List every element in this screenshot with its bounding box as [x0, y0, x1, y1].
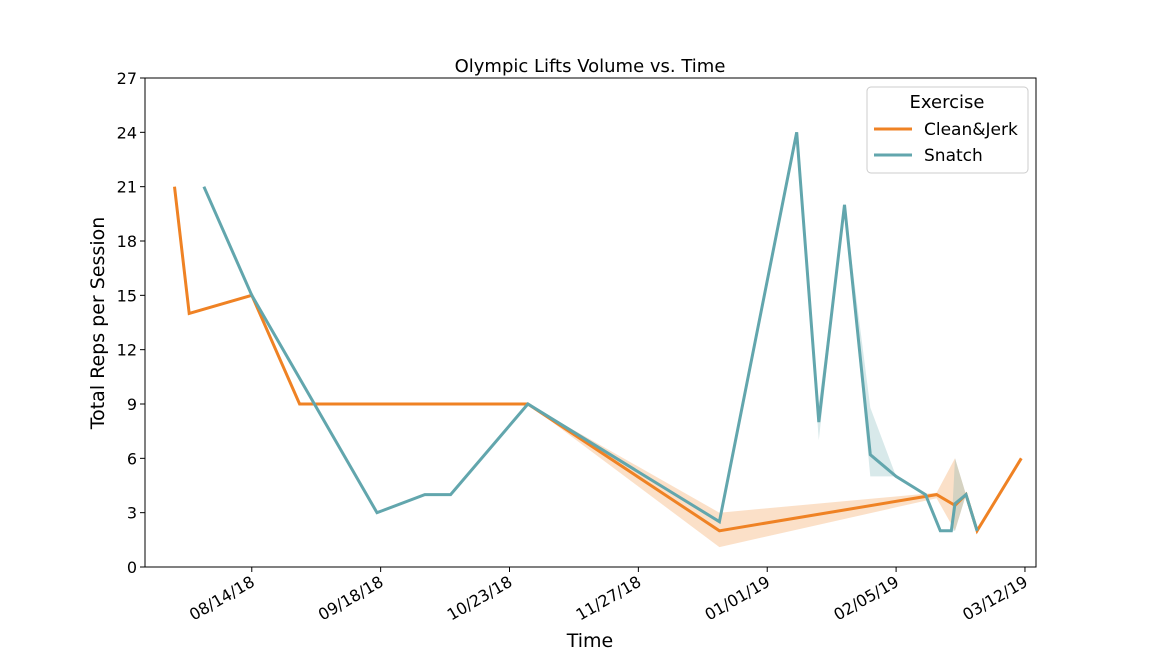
y-tick-label: 12	[117, 341, 137, 360]
plot-frame	[144, 77, 1037, 568]
y-tick-label: 3	[127, 504, 137, 523]
x-tick-label: 08/14/18	[186, 572, 258, 624]
y-tick-label: 21	[117, 178, 137, 197]
y-tick-label: 9	[127, 395, 137, 414]
x-tick-label: 03/12/19	[959, 572, 1031, 624]
y-tick-label: 15	[117, 286, 137, 305]
x-tick-label: 01/01/19	[701, 572, 773, 624]
chart-title: Olympic Lifts Volume vs. Time	[455, 56, 726, 77]
legend-label: Clean&Jerk	[924, 120, 1018, 140]
x-tick-label: 09/18/18	[315, 572, 387, 624]
series-line-0	[173, 186, 1023, 535]
y-tick-label: 24	[117, 123, 137, 142]
y-tick-label: 27	[117, 69, 137, 88]
y-axis-title: Total Reps per Session	[87, 217, 109, 431]
legend-frame	[866, 86, 1029, 174]
legend: Exercise Clean&Jerk Snatch	[866, 86, 1029, 174]
legend-title: Exercise	[910, 92, 985, 113]
x-tick-label: 02/05/19	[830, 572, 902, 624]
y-tick-label: 18	[117, 232, 137, 251]
x-tick-label: 10/23/18	[444, 572, 516, 624]
y-tick-label: 0	[127, 558, 137, 577]
legend-label: Snatch	[924, 146, 983, 166]
y-tick-label: 6	[127, 449, 137, 468]
series-band-1	[203, 132, 978, 531]
x-tick-label: 11/27/18	[573, 572, 645, 624]
series-line-1	[202, 132, 979, 533]
series-band-0	[174, 186, 1022, 548]
x-axis-title: Time	[566, 630, 614, 648]
